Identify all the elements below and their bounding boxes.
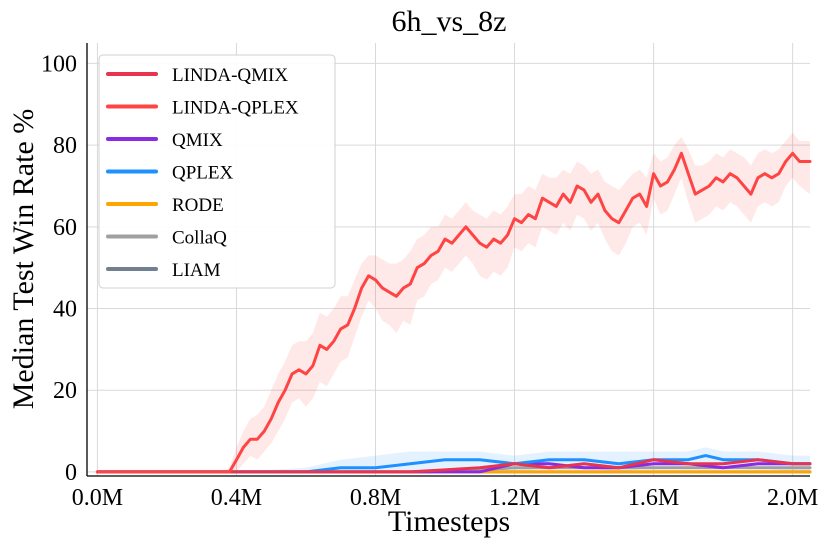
linda-qplex-line	[95, 151, 812, 474]
x-tick-label: 0.4M	[211, 485, 262, 511]
legend-label-collaq: CollaQ	[172, 228, 227, 249]
axes	[86, 43, 810, 477]
y-tick-label: 100	[41, 51, 77, 77]
series-lines	[95, 151, 812, 474]
x-tick-label: 0.8M	[350, 485, 401, 511]
linda-qmix-line	[95, 458, 812, 474]
qplex-line	[95, 454, 812, 474]
y-tick-label: 60	[53, 215, 77, 241]
x-tick-label: 1.2M	[489, 485, 540, 511]
legend-label-qplex: QPLEX	[172, 163, 234, 184]
x-tick-label: 2.0M	[767, 485, 818, 511]
legend-label-liam: LIAM	[172, 260, 221, 281]
legend-label-rode: RODE	[172, 195, 224, 216]
legend-box	[98, 54, 336, 289]
legend-label-linda-qplex: LINDA-QPLEX	[172, 98, 299, 119]
chart-title: 6h_vs_8z	[392, 5, 507, 38]
linda-qplex-band	[97, 132, 810, 472]
legend-label-linda-qmix: LINDA-QMIX	[172, 65, 288, 86]
x-tick-label: 0.0M	[72, 485, 123, 511]
y-tick-label: 0	[65, 460, 77, 486]
tick-labels: 0.0M 0.4M 0.8M 1.2M 1.6M 2.0M 0 20 40 60 80 100	[41, 51, 818, 511]
legend: LINDA-QMIX LINDA-QPLEX QMIX QPLEX RODE CollaQ…	[98, 54, 336, 289]
x-tick-label: 1.6M	[628, 485, 679, 511]
y-tick-label: 40	[53, 297, 77, 323]
y-tick-label: 80	[53, 133, 77, 159]
y-axis-label: Median Test Win Rate %	[7, 109, 40, 410]
x-axis-label: Timesteps	[388, 505, 510, 538]
y-tick-label: 20	[53, 378, 77, 404]
legend-label-qmix: QMIX	[172, 130, 223, 151]
